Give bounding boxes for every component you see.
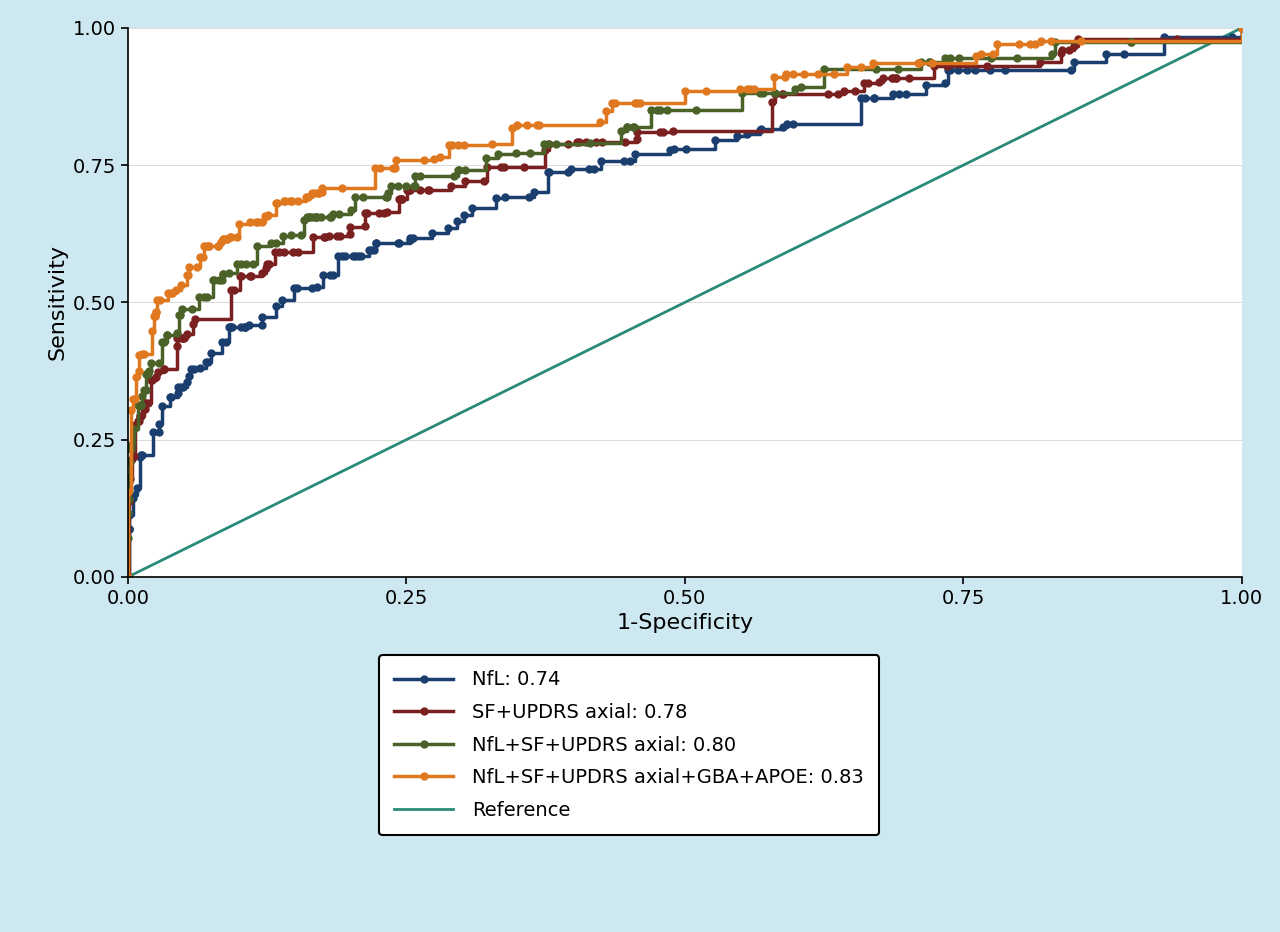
Y-axis label: Sensitivity: Sensitivity [47, 244, 68, 361]
Legend: NfL: 0.74, SF+UPDRS axial: 0.78, NfL+SF+UPDRS axial: 0.80, NfL+SF+UPDRS axial+GB: NfL: 0.74, SF+UPDRS axial: 0.78, NfL+SF+… [379, 655, 879, 835]
X-axis label: 1-Specificity: 1-Specificity [616, 613, 754, 633]
